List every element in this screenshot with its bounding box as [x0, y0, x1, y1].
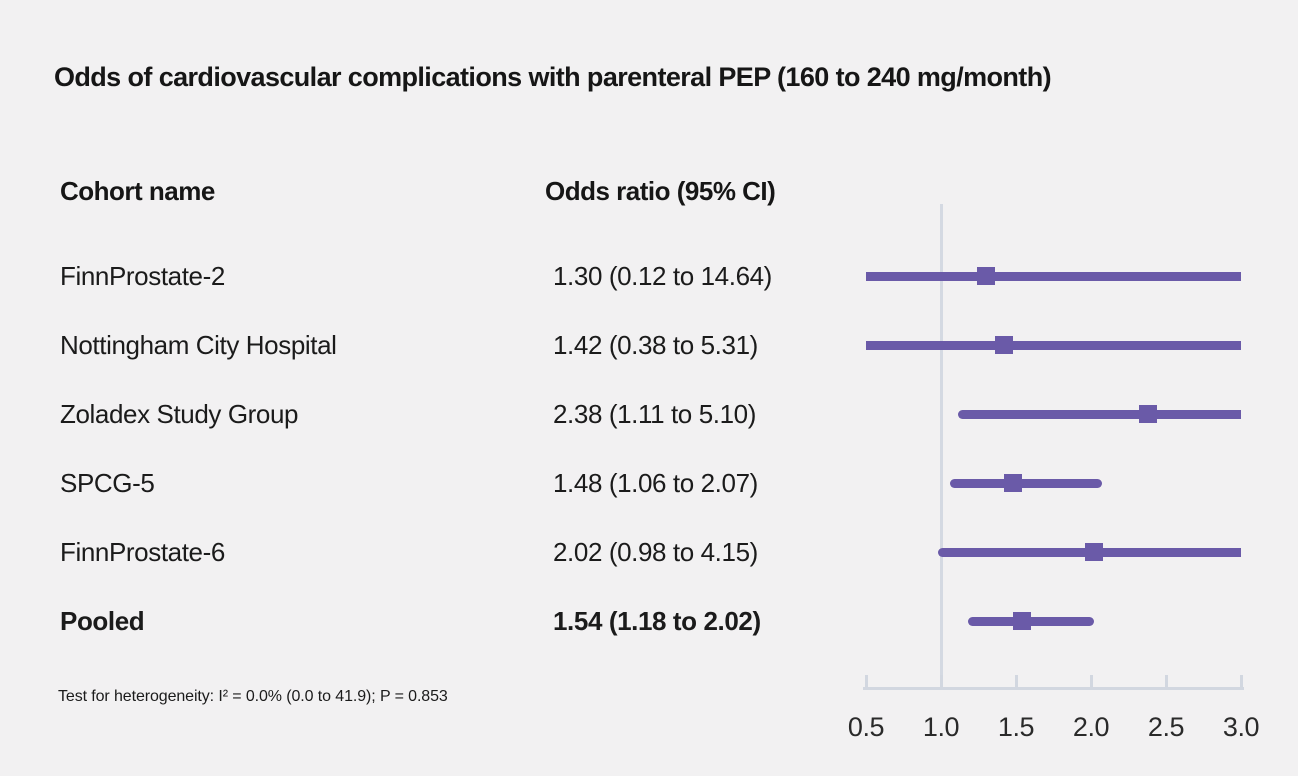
- x-axis-tick: [1164, 675, 1168, 687]
- cohort-label: SPCG-5: [60, 468, 155, 498]
- odds-ratio-marker: [1139, 405, 1157, 423]
- x-tick-label: 1.0: [922, 712, 960, 742]
- x-tick-label: 3.0: [1222, 712, 1260, 742]
- confidence-interval-line: [866, 340, 1241, 350]
- cohort-label: Zoladex Study Group: [60, 399, 299, 429]
- odds-ratio-value: 2.38 (1.11 to 5.10): [553, 399, 756, 429]
- odds-ratio-value: 1.48 (1.06 to 2.07): [553, 468, 758, 498]
- confidence-interval-line: [957, 409, 1241, 419]
- chart-title: Odds of cardiovascular complications wit…: [54, 62, 1052, 92]
- reference-line: [939, 204, 943, 690]
- x-tick-label: 1.5: [997, 712, 1035, 742]
- column-header-odds-ratio: Odds ratio (95% CI): [545, 176, 776, 206]
- odds-ratio-marker: [995, 336, 1013, 354]
- x-axis-line: [863, 687, 1244, 690]
- confidence-interval-line: [866, 271, 1241, 281]
- odds-ratio-marker: [1085, 543, 1103, 561]
- odds-ratio-marker: [977, 267, 995, 285]
- x-axis-tick: [864, 675, 868, 687]
- cohort-label: Nottingham City Hospital: [60, 330, 337, 360]
- confidence-interval-line: [968, 616, 1094, 626]
- x-tick-label: 0.5: [847, 712, 885, 742]
- confidence-interval-line: [950, 478, 1102, 488]
- odds-ratio-marker: [1013, 612, 1031, 630]
- x-axis-tick: [1014, 675, 1018, 687]
- odds-ratio-value: 1.42 (0.38 to 5.31): [553, 330, 758, 360]
- x-tick-label: 2.5: [1147, 712, 1185, 742]
- odds-ratio-value: 1.30 (0.12 to 14.64): [553, 261, 772, 291]
- cohort-label: FinnProstate-6: [60, 537, 225, 567]
- x-axis-tick: [1239, 675, 1243, 687]
- odds-ratio-marker: [1004, 474, 1022, 492]
- x-axis-tick: [1089, 675, 1093, 687]
- heterogeneity-note: Test for heterogeneity: I² = 0.0% (0.0 t…: [58, 688, 448, 705]
- cohort-label: FinnProstate-2: [60, 261, 225, 291]
- x-tick-label: 2.0: [1072, 712, 1110, 742]
- cohort-label: Pooled: [60, 606, 145, 636]
- odds-ratio-value: 2.02 (0.98 to 4.15): [553, 537, 758, 567]
- odds-ratio-value: 1.54 (1.18 to 2.02): [553, 606, 761, 636]
- column-header-cohort: Cohort name: [60, 176, 215, 206]
- x-axis-tick: [939, 675, 943, 687]
